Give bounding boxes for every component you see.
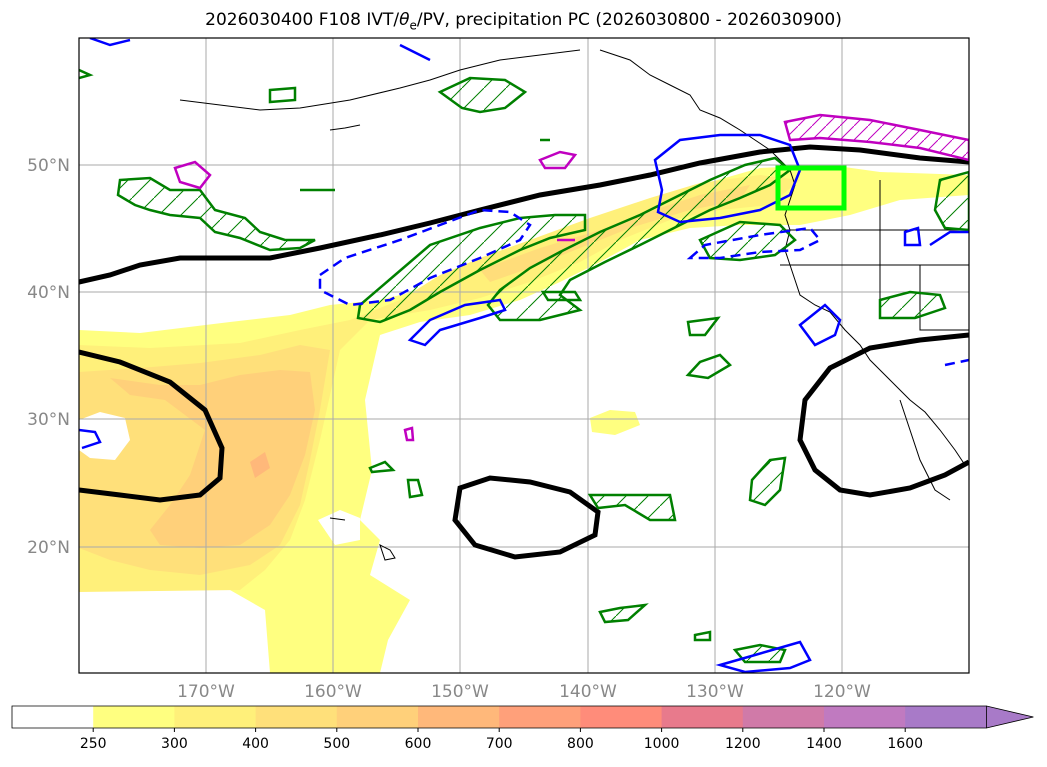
title-prefix: 2026030400 F108 IVT/	[205, 10, 400, 30]
ivt-250-island-ne	[590, 410, 640, 435]
lat-label-40n: 40°N	[27, 283, 70, 303]
theta-e-contours	[79, 68, 969, 664]
colorbar-segment	[255, 706, 338, 728]
colorbar-segment	[174, 706, 257, 728]
lat-label-50n: 50°N	[27, 156, 70, 176]
colorbar-tick-label: 1000	[644, 736, 680, 752]
pv-contours	[79, 38, 969, 673]
colorbar-tick-label: 600	[405, 736, 432, 752]
ivt-500-region	[110, 370, 315, 548]
map-frame	[78, 37, 970, 674]
ivt-600-spot	[250, 452, 270, 478]
colorbar-segment	[93, 706, 175, 728]
title-theta: θ	[399, 10, 410, 30]
title-theta-subscript: e	[409, 18, 417, 33]
lat-label-20n: 20°N	[27, 538, 70, 558]
title-suffix: /PV, precipitation PC (2026030800 - 2026…	[416, 10, 842, 30]
colorbar-segment	[742, 706, 825, 728]
graticule	[79, 38, 969, 673]
colorbar-tick-label: 1600	[887, 736, 923, 752]
colorbar-segment	[12, 706, 94, 728]
colorbar-segment	[418, 706, 500, 728]
colorbar-tick-label: 250	[80, 736, 107, 752]
map-title: 2026030400 F108 IVT/θe/PV, precipitation…	[0, 10, 1047, 32]
ivt-contours	[79, 144, 969, 560]
colorbar-segment	[661, 706, 744, 728]
colorbar-tick-label: 1200	[725, 736, 761, 752]
colorbar-extend-arrow	[986, 705, 1034, 729]
colorbar-segment	[824, 706, 906, 728]
pv-negative-contours	[173, 113, 969, 442]
lon-label-140w: 140°W	[559, 682, 617, 702]
lon-label-170w: 170°W	[177, 682, 235, 702]
colorbar-tick-label: 1400	[806, 736, 842, 752]
colorbar-tick-label: 700	[486, 736, 513, 752]
colorbar-segment	[905, 706, 987, 728]
lat-label-30n: 30°N	[27, 410, 70, 430]
colorbar-segment	[336, 706, 419, 728]
lon-label-130w: 130°W	[686, 682, 744, 702]
ivt-clear-hawaii	[318, 510, 360, 545]
lon-label-150w: 150°W	[431, 682, 489, 702]
colorbar-segment	[580, 706, 663, 728]
lon-label-160w: 160°W	[304, 682, 362, 702]
map-area	[79, 38, 969, 673]
colorbar	[11, 705, 1034, 729]
lon-label-120w: 120°W	[813, 682, 871, 702]
colorbar-ticks: 250 300 400 500 600 700 800 1000 1200 1400 1600	[80, 728, 923, 752]
ivt-clear-hole	[79, 412, 130, 460]
colorbar-tick-label: 800	[567, 736, 594, 752]
target-region-box	[775, 165, 847, 211]
ivt-250-region-west	[79, 165, 969, 673]
colorbar-tick-label: 400	[242, 736, 269, 752]
colorbar-tick-label: 500	[323, 736, 350, 752]
colorbar-segment	[499, 706, 581, 728]
colorbar-tick-label: 300	[161, 736, 188, 752]
